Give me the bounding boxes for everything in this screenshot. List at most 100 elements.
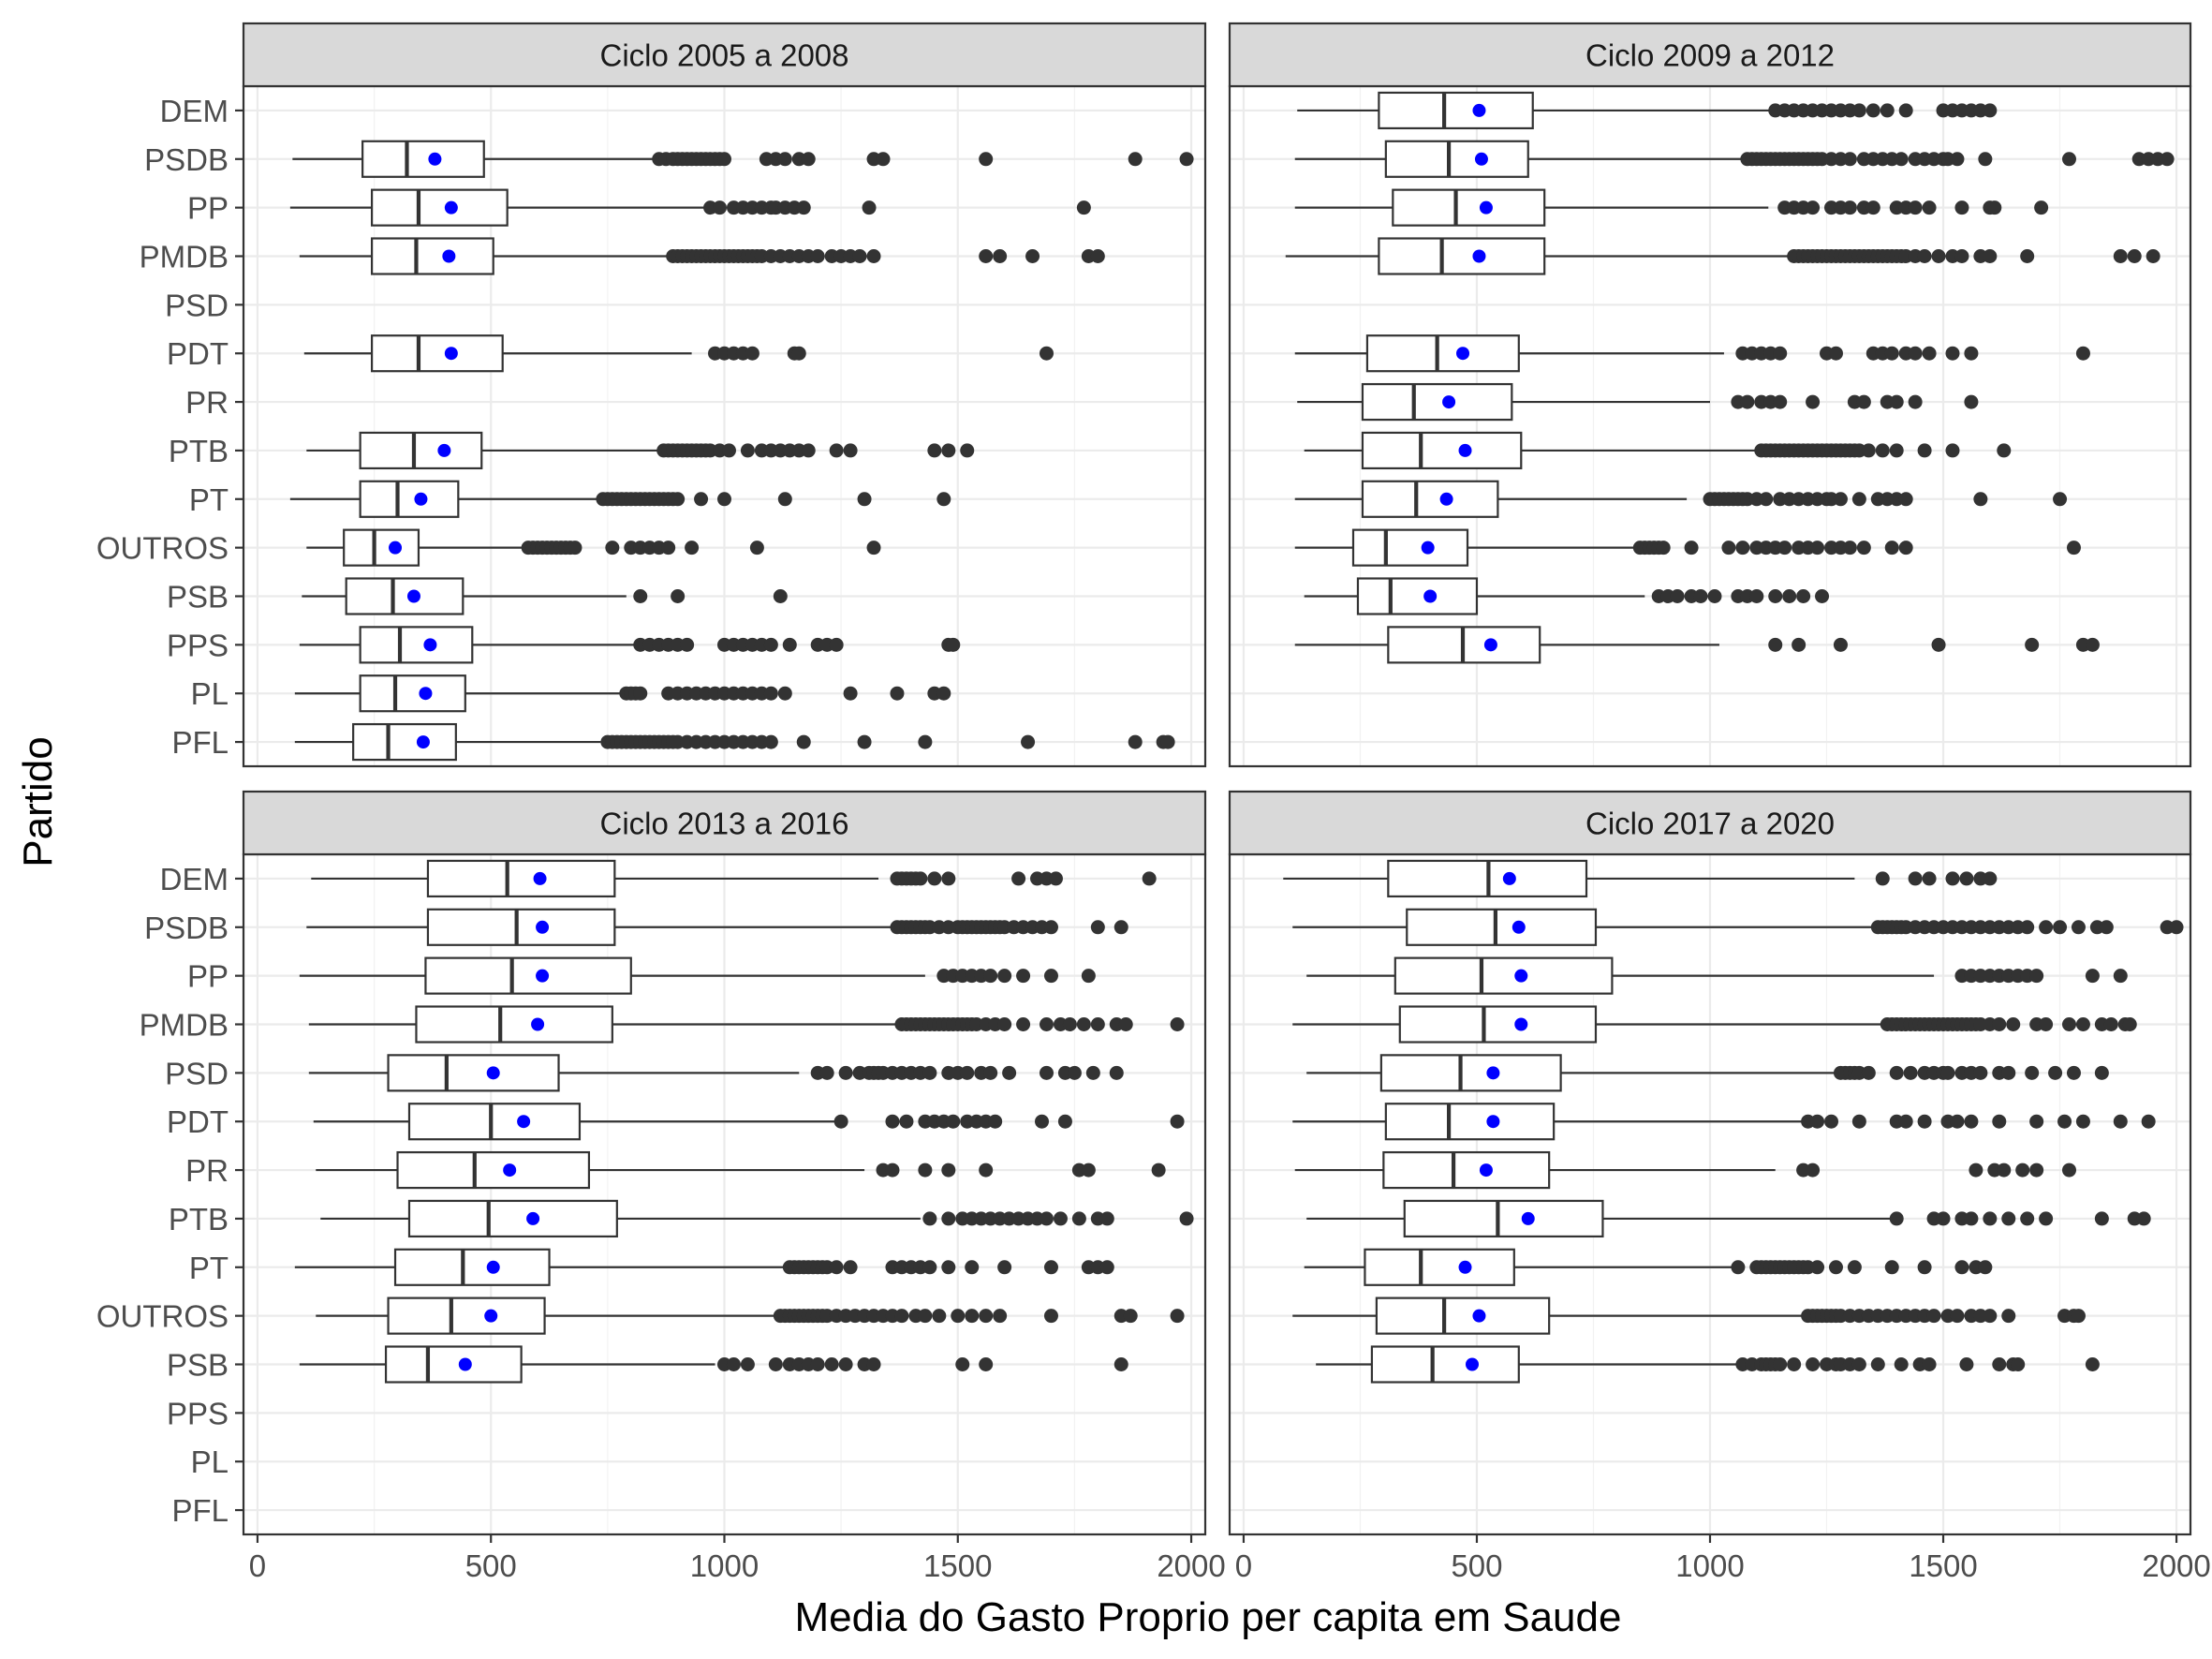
outlier-point [1749,589,1764,603]
box-iqr [1384,140,1529,178]
outlier-point [1987,200,2002,215]
outlier-point [1768,589,1783,603]
box-iqr [1403,1199,1604,1238]
outlier-point [1179,152,1194,167]
outlier-point [960,443,975,458]
outlier-point [1908,394,1923,409]
outlier-point [1707,589,1722,603]
box-pps [299,626,961,664]
outlier-point [829,637,844,652]
mean-point [428,152,442,166]
outlier-point [993,249,1008,263]
outlier-point [1796,589,1811,603]
mean-point [536,969,550,983]
outlier-point [2160,152,2175,167]
box-pr [316,1150,1166,1190]
outlier-point [1865,103,1880,118]
outlier-point [1851,1114,1866,1129]
outlier-point [1842,152,1857,167]
outlier-point [941,1211,956,1226]
outlier-point [1964,394,1979,409]
outlier-point [2001,1065,2016,1080]
outlier-point [997,1260,1012,1275]
mean-point [1514,969,1528,983]
box-psb [1304,577,1830,615]
outlier-point [717,492,731,507]
outlier-point [2075,346,2090,361]
outlier-point [777,686,792,701]
box-outros [1294,528,2081,567]
outlier-point [1721,541,1736,555]
outlier-point [1992,1114,2007,1129]
mean-point [1486,1066,1500,1080]
outlier-point [2146,249,2160,263]
outlier-point [819,1065,834,1080]
outlier-point [791,346,806,361]
box-dem [1283,859,1998,898]
box-outros [1292,1296,2086,1335]
outlier-point [993,1309,1008,1324]
outlier-point [1922,200,1937,215]
outlier-point [1922,1357,1937,1371]
outlier-point [1090,249,1105,263]
box-iqr [426,908,616,946]
mean-point [419,687,433,701]
box-iqr [1382,1150,1551,1190]
x-tick-label: 1000 [690,1548,759,1583]
outlier-point [568,541,582,555]
x-tick-label: 1000 [1675,1548,1744,1583]
outlier-point [2099,920,2114,935]
box-iqr [1361,480,1499,518]
mean-point [1512,920,1526,934]
outlier-point [2029,1163,2044,1178]
y-tick-label: PSB [167,580,229,615]
outlier-point [838,1065,853,1080]
outlier-point [1931,249,1946,263]
outlier-point [2062,152,2077,167]
mean-point [1479,1163,1493,1178]
outlier-point [1964,1211,1979,1226]
outlier-point [671,492,686,507]
outlier-point [1768,637,1783,652]
outlier-point [1823,1114,1838,1129]
outlier-point [833,1114,848,1129]
box-pp [1306,956,2128,995]
outlier-point [1978,152,1993,167]
outlier-point [876,152,891,167]
outlier-point [801,443,816,458]
outlier-point [857,734,872,749]
outlier-point [941,1260,956,1275]
outlier-point [1889,1211,1904,1226]
outlier-point [2006,1017,2021,1031]
outlier-point [1684,541,1699,555]
outlier-point [885,1163,900,1178]
strip-background [242,22,1207,88]
box-iqr [387,1054,560,1092]
y-tick-label: DEM [160,94,229,128]
box-iqr [415,1005,613,1044]
box-psdb [292,140,1194,178]
outlier-point [997,1017,1012,1031]
outlier-point [1884,346,1899,361]
box-iqr [393,1248,551,1286]
box-pl [294,674,951,713]
outlier-point [1983,103,1998,118]
outlier-point [862,200,877,215]
outlier-point [2015,1163,2030,1178]
outlier-point [1954,1260,1969,1275]
outlier-point [941,443,956,458]
x-tick-label: 0 [249,1548,266,1583]
outlier-point [927,443,942,458]
outlier-point [2113,249,2128,263]
outlier-point [918,1163,933,1178]
outlier-point [1954,200,1969,215]
outlier-point [1992,1357,2007,1371]
mean-point [1472,1309,1486,1323]
outlier-point [1016,969,1031,984]
outlier-point [633,589,648,603]
box-dem [1297,91,1998,130]
outlier-point [1894,152,1909,167]
outlier-point [1048,871,1063,886]
outlier-point [1062,1017,1077,1031]
